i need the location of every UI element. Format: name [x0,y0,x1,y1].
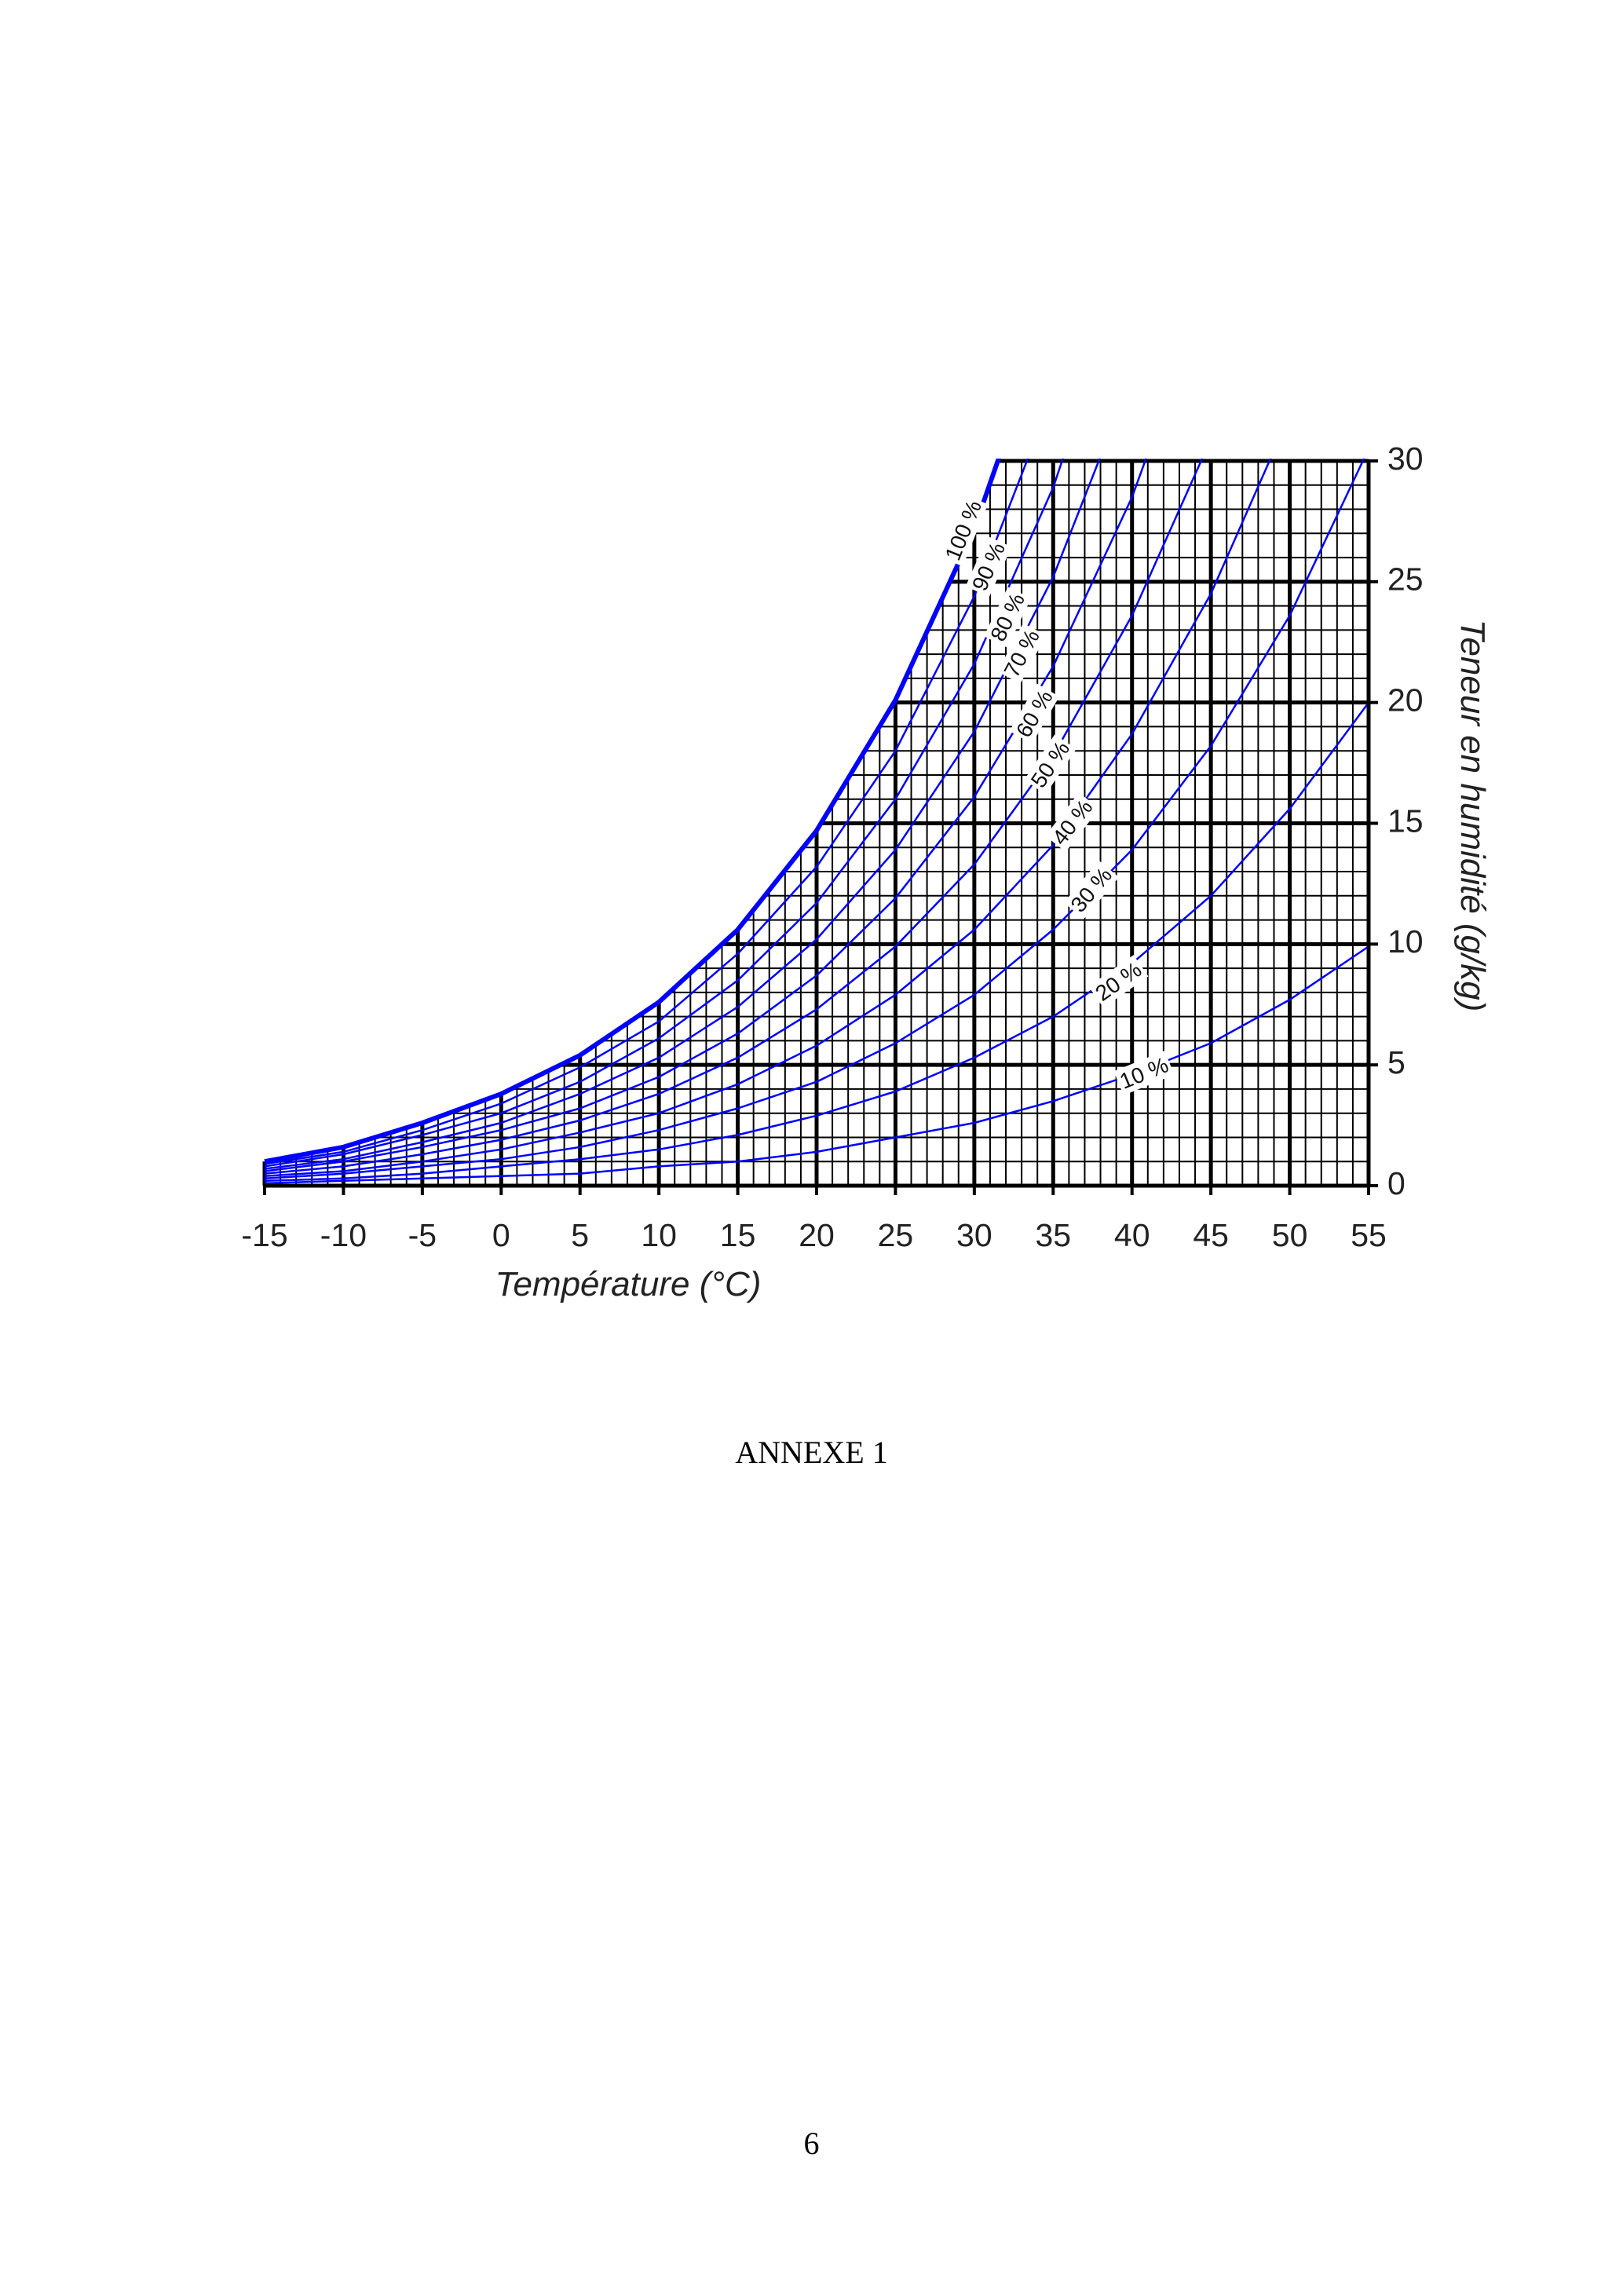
x-tick-label: 10 [641,1217,677,1253]
curves [264,459,1370,1185]
humidity-curve [264,459,1272,1177]
humidity-curve [264,459,1365,1180]
x-tick-label: -10 [320,1217,367,1253]
y-tick-label: 5 [1387,1044,1406,1080]
x-tick-label: 35 [1035,1217,1071,1253]
curve-label-bg [1088,955,1149,1008]
grid-area [262,459,1371,1188]
x-axis-title: Température (°C) [495,1265,762,1303]
humidity-curve [264,459,1147,1172]
x-tick-label: 30 [956,1217,992,1253]
x-tick-label: 55 [1351,1217,1387,1253]
humidity-curve [264,459,1002,1164]
y-tick-label: 10 [1387,923,1424,960]
grid-group [262,459,1371,1188]
x-tick-label: 0 [492,1217,510,1253]
x-tick-label: -15 [241,1217,287,1253]
curve-label-bg [1024,734,1077,795]
humidity-curve [264,459,1101,1170]
x-tick-label: -5 [408,1217,437,1253]
axes: -15 -10 -5 0 5 10 15 20 25 30 35 40 45 50 550510152025… [241,441,1492,1303]
x-tick-label: 25 [878,1217,914,1253]
curve-label-bg [984,587,1032,648]
humidity-curve [264,459,1029,1165]
x-tick-label: 40 [1114,1217,1150,1253]
curve-label: 60 % [1011,686,1058,742]
humidity-curve [264,701,1370,1183]
curve-label-bg [1063,860,1119,919]
curve-label-bg [965,536,1012,598]
curve-label-bg [997,623,1047,684]
y-tick-label: 30 [1387,441,1424,477]
x-tick-label: 5 [571,1217,589,1253]
y-tick-label: 15 [1387,803,1424,839]
humidity-curve [264,459,1065,1168]
x-tick-label: 50 [1272,1217,1308,1253]
curve-label-bg [1009,683,1060,744]
y-tick-label: 20 [1387,682,1424,718]
curve-label-bg [938,494,989,567]
y-tick-label: 0 [1387,1165,1406,1201]
curve-label-bg [1113,1051,1175,1095]
y-axis-title: Teneur en humidité (g/kg) [1453,620,1492,1012]
x-tick-label: 20 [799,1217,835,1253]
annex-title: ANNEXE 1 [735,1435,888,1470]
humidity-curve [264,945,1369,1185]
curve-label: 100 % [941,497,986,564]
curve-label-bg [1045,792,1100,852]
y-tick-label: 25 [1387,561,1424,598]
page-number: 6 [803,2126,820,2161]
x-tick-label: 15 [720,1217,756,1253]
x-tick-label: 45 [1193,1217,1229,1253]
chart: 10 %20 %30 %40 %50 %60 %70 %80 %90 %100 … [241,441,1492,1303]
curve-label-group: 20 % [1088,955,1149,1008]
